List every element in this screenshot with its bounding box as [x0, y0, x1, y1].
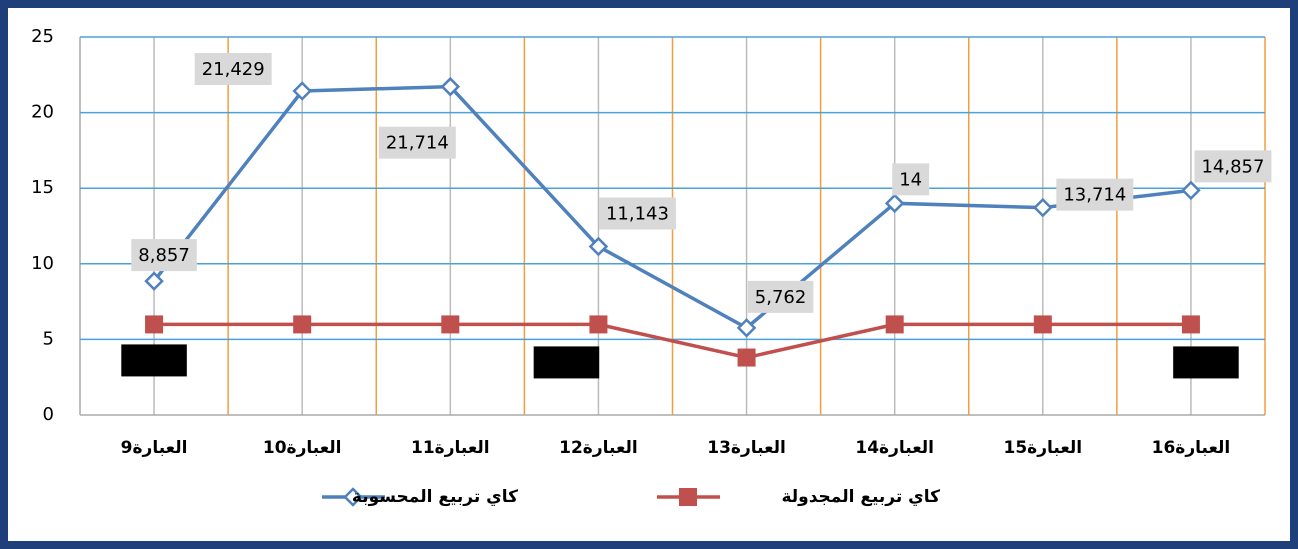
y-tick-label: 10	[31, 253, 54, 274]
legend-label: كاي تربيع المحسوبة	[352, 487, 518, 507]
data-label-text: 14,857	[1201, 156, 1264, 177]
point	[589, 315, 608, 334]
data-label: 21,429	[194, 52, 272, 85]
data-label: 14	[892, 163, 930, 196]
point	[440, 76, 461, 97]
data-label-box	[194, 52, 272, 85]
data-label-text: 14	[899, 169, 922, 190]
legend-label: كاي تربيع المجدولة	[781, 487, 940, 507]
x-tick-label: العبارة10	[263, 438, 342, 458]
data-label-box	[131, 239, 197, 272]
data-label: 11,143	[598, 197, 676, 230]
point	[441, 315, 460, 334]
data-label-text: 13,714	[1063, 185, 1126, 206]
data-label: 5,991	[533, 346, 600, 379]
x-tick-label: العبارة15	[1004, 438, 1083, 458]
data-label-box	[892, 163, 930, 196]
data-label: 5,762	[747, 280, 814, 313]
data-label: 5,991	[121, 344, 187, 377]
data-label-box	[598, 197, 676, 230]
x-tick-label: العبارة9	[121, 438, 188, 458]
point	[1033, 197, 1053, 218]
data-label-box	[533, 346, 600, 379]
data-label-text: 11,143	[606, 204, 669, 225]
series-line	[154, 322, 1191, 360]
point	[736, 318, 757, 338]
data-label-text: 8,857	[138, 245, 190, 266]
data-label-box	[1056, 178, 1134, 211]
data-label-box	[1173, 346, 1239, 379]
data-label: 8,857	[131, 239, 197, 272]
data-label-text: 5,762	[755, 287, 807, 308]
point	[588, 236, 609, 257]
data-label-text: 5,991	[1180, 352, 1232, 373]
data-label-text: 21,714	[386, 133, 449, 154]
x-tick-label: العبارة16	[1152, 438, 1231, 458]
data-label-text: 5,991	[128, 350, 180, 371]
data-label-box	[121, 344, 187, 377]
y-tick-label: 15	[31, 177, 54, 198]
data-label-text: 21,429	[202, 59, 265, 80]
y-tick-label: 0	[43, 404, 54, 425]
x-tick-label: العبارة13	[707, 438, 786, 458]
data-label-text: 5,991	[541, 352, 593, 373]
point	[737, 348, 756, 367]
legend-marker	[343, 487, 363, 507]
data-label: 14,857	[1194, 150, 1272, 183]
data-label: 13,714	[1056, 178, 1134, 211]
point	[884, 193, 905, 214]
point	[292, 81, 312, 101]
point	[293, 315, 312, 334]
legend-marker	[679, 488, 697, 506]
y-tick-label: 25	[31, 26, 54, 47]
data-label-box	[1194, 150, 1272, 183]
x-tick-label: العبارة14	[855, 438, 934, 458]
point	[1181, 180, 1201, 201]
point	[885, 315, 904, 334]
series-line	[152, 84, 1192, 330]
point	[1181, 315, 1200, 334]
data-label-box	[747, 280, 814, 313]
x-tick-label: العبارة11	[411, 438, 490, 458]
y-tick-label: 5	[43, 328, 54, 349]
point	[145, 315, 164, 334]
data-label-box	[378, 126, 456, 159]
point	[1033, 315, 1052, 334]
data-label: 5,991	[1173, 346, 1239, 379]
data-label: 21,714	[378, 126, 456, 159]
point	[144, 271, 164, 291]
x-tick-label: العبارة12	[559, 438, 638, 458]
y-tick-label: 20	[31, 102, 54, 123]
